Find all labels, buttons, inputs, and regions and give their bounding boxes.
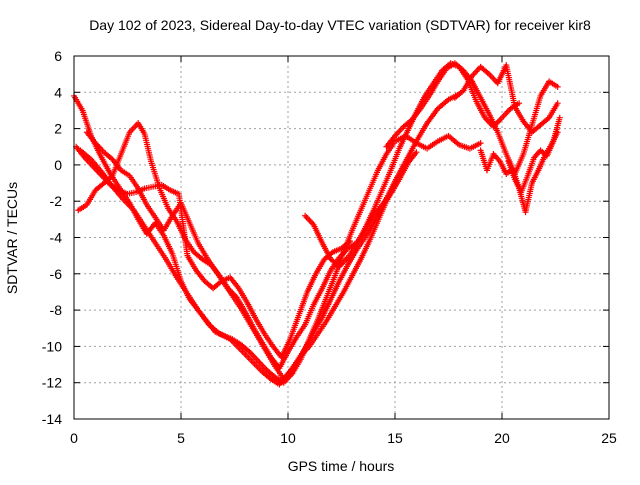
data-marks <box>71 60 563 388</box>
series-track-7 <box>383 60 561 177</box>
series-track-8 <box>451 62 561 136</box>
series-track-10 <box>505 114 563 196</box>
y-tick-label: -14 <box>42 411 62 427</box>
y-tick-label: -2 <box>50 193 63 209</box>
series-track-5 <box>83 129 398 383</box>
series-track-3 <box>75 120 420 372</box>
x-tick-label: 20 <box>494 430 510 446</box>
x-tick-label: 15 <box>387 430 403 446</box>
series-track-9 <box>477 129 561 216</box>
y-tick-label: -4 <box>50 230 63 246</box>
chart-title: Day 102 of 2023, Sidereal Day-to-day VTE… <box>89 17 591 33</box>
data-point <box>516 100 523 107</box>
y-tick-label: -8 <box>50 302 63 318</box>
y-axis-label: SDTVAR / TECUs <box>4 182 20 294</box>
x-tick-label: 10 <box>280 430 296 446</box>
data-point <box>556 114 563 121</box>
data-point <box>413 149 420 156</box>
series-track-1 <box>71 92 484 386</box>
x-tick-label: 5 <box>177 430 185 446</box>
y-tick-label: 2 <box>54 121 62 137</box>
data-point <box>554 100 561 107</box>
data-point <box>347 238 354 245</box>
data-point <box>477 140 484 147</box>
y-tick-label: 4 <box>54 84 62 100</box>
x-axis-label: GPS time / hours <box>288 458 395 474</box>
y-tick-label: -10 <box>42 338 62 354</box>
axis-ticks: 0 5 10 15 20 25 -14 -12 -10 -8 -6 -4 -2 0 2 4 6 <box>42 48 617 446</box>
data-point <box>392 181 398 188</box>
y-tick-label: -6 <box>50 266 63 282</box>
y-tick-label: -12 <box>42 375 62 391</box>
data-point <box>554 83 561 90</box>
y-tick-label: 0 <box>54 157 62 173</box>
x-tick-label: 0 <box>70 430 78 446</box>
y-tick-label: 6 <box>54 48 62 64</box>
x-tick-label: 25 <box>601 430 617 446</box>
